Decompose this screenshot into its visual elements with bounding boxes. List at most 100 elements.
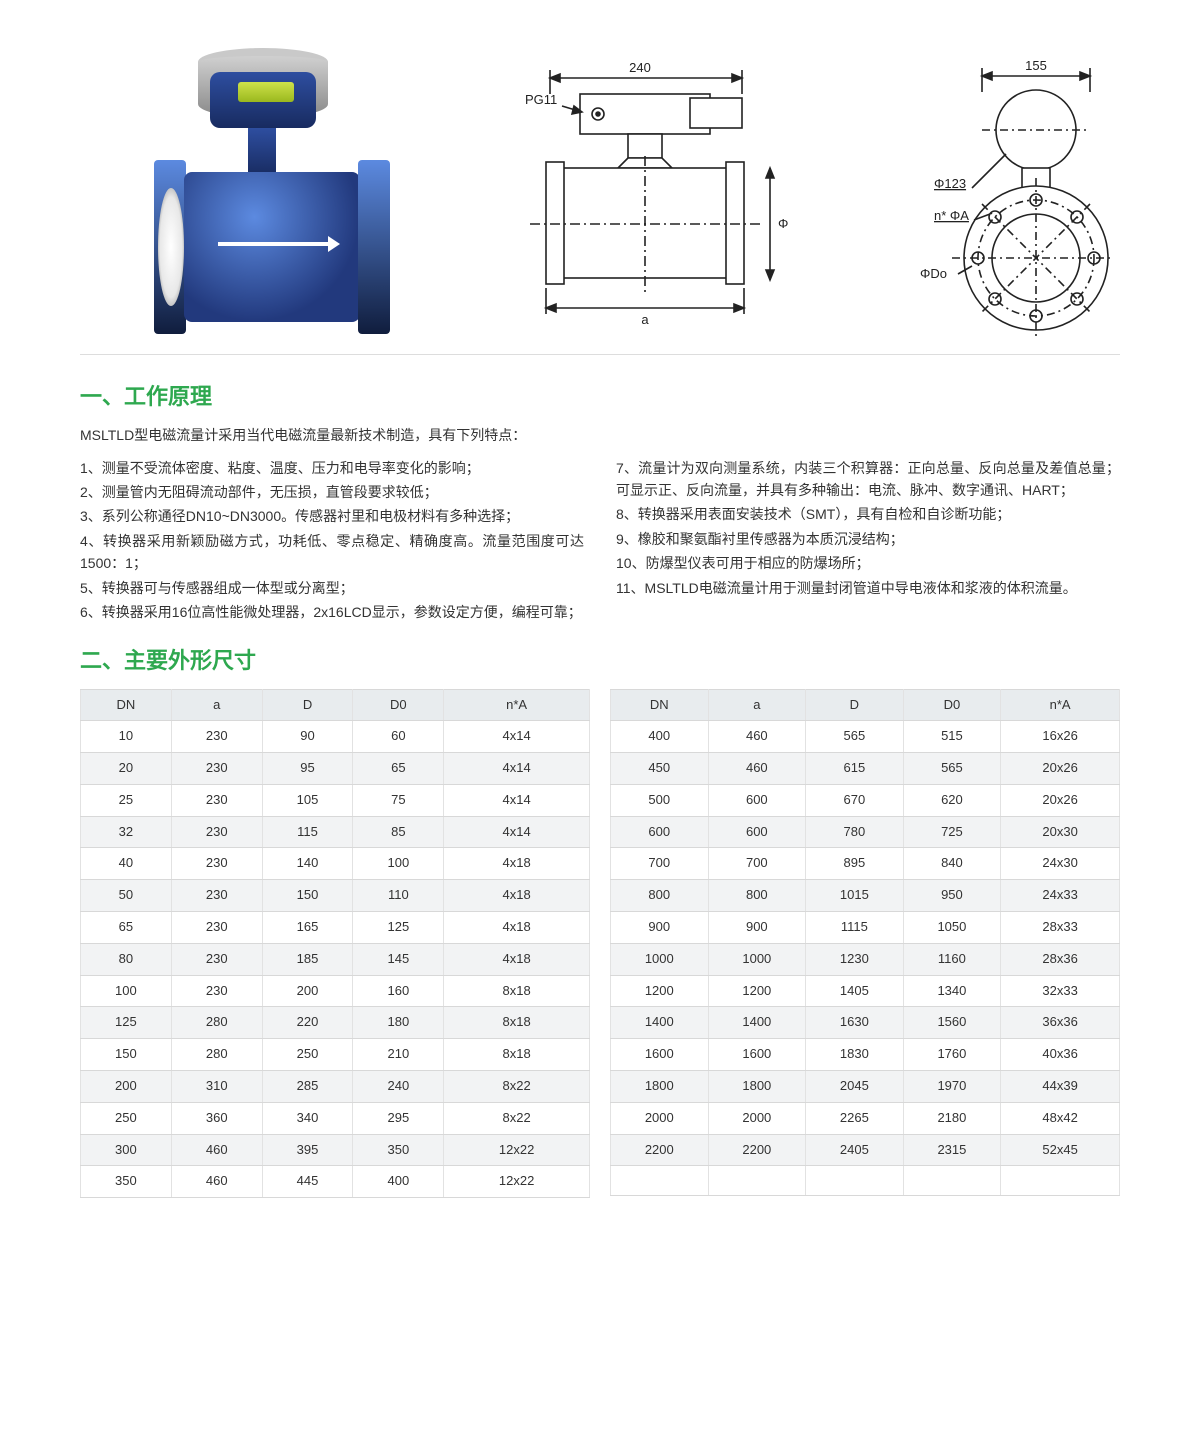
cell: 565	[806, 721, 904, 753]
cell: 240	[353, 1071, 444, 1103]
cell: 65	[81, 912, 172, 944]
cell: 200	[262, 975, 353, 1007]
cell: 2000	[708, 1102, 806, 1134]
feature-line: 11、MSLTLD电磁流量计用于测量封闭管道中导电液体和浆液的体积流量。	[616, 577, 1120, 599]
cell: 4x18	[444, 848, 590, 880]
cell: 230	[171, 880, 262, 912]
cell: 4x14	[444, 816, 590, 848]
feature-line: 2、测量管内无阻碍流动部件，无压损，直管段要求较低；	[80, 481, 584, 503]
feature-line: 5、转换器可与传感器组成一体型或分离型；	[80, 577, 584, 599]
cell: 340	[262, 1102, 353, 1134]
feature-columns: 1、测量不受流体密度、粘度、温度、压力和电导率变化的影响；2、测量管内无阻碍流动…	[80, 455, 1120, 626]
cell: 2045	[806, 1071, 904, 1103]
cell	[903, 1166, 1001, 1196]
col-header: D0	[353, 689, 444, 721]
cell: 80	[81, 943, 172, 975]
cell: 165	[262, 912, 353, 944]
cell: 1800	[708, 1071, 806, 1103]
cell: 230	[171, 721, 262, 753]
cell: 445	[262, 1166, 353, 1198]
cell: 105	[262, 784, 353, 816]
cell: 700	[611, 848, 709, 880]
cell: 110	[353, 880, 444, 912]
table-row: 120012001405134032x33	[611, 975, 1120, 1007]
feature-line: 3、系列公称通径DN10~DN3000。传感器衬里和电极材料有多种选择；	[80, 505, 584, 527]
cell: 250	[262, 1039, 353, 1071]
cell: 1600	[708, 1039, 806, 1071]
feature-line: 4、转换器采用新颖励磁方式，功耗低、零点稳定、精确度高。流量范围度可达1500：…	[80, 530, 584, 575]
cell: 1160	[903, 943, 1001, 975]
cell: 670	[806, 784, 904, 816]
cell	[806, 1166, 904, 1196]
cell: 460	[171, 1166, 262, 1198]
table-row: 800800101595024x33	[611, 880, 1120, 912]
cell: 400	[353, 1166, 444, 1198]
cell: 40x36	[1001, 1039, 1120, 1071]
cell: 90	[262, 721, 353, 753]
diagram-side: 155	[872, 48, 1112, 338]
col-header: D0	[903, 689, 1001, 721]
section2-title: 二、主要外形尺寸	[80, 643, 1120, 678]
cell: 700	[708, 848, 806, 880]
table-row: 32230115854x14	[81, 816, 590, 848]
label-pg11: PG11	[525, 92, 557, 107]
cell: 1115	[806, 912, 904, 944]
label-nphia: n* ΦA	[934, 208, 969, 223]
cell: 8x22	[444, 1102, 590, 1134]
table-row: 1023090604x14	[81, 721, 590, 753]
cell: 4x14	[444, 784, 590, 816]
cell: 1400	[708, 1007, 806, 1039]
cell: 230	[171, 848, 262, 880]
cell: 8x18	[444, 1007, 590, 1039]
cell: 800	[611, 880, 709, 912]
cell: 1400	[611, 1007, 709, 1039]
table-row: 802301851454x18	[81, 943, 590, 975]
cell: 52x45	[1001, 1134, 1120, 1166]
table-row: 35046044540012x22	[81, 1166, 590, 1198]
table-row: 25230105754x14	[81, 784, 590, 816]
cell: 180	[353, 1007, 444, 1039]
table-row: 40046056551516x26	[611, 721, 1120, 753]
cell: 150	[81, 1039, 172, 1071]
cell: 2000	[611, 1102, 709, 1134]
cell	[611, 1166, 709, 1196]
table-left: DNaDD0n*A1023090604x142023095654x1425230…	[80, 689, 590, 1199]
cell: 1830	[806, 1039, 904, 1071]
cell: 20x30	[1001, 816, 1120, 848]
cell	[708, 1166, 806, 1196]
cell: 50	[81, 880, 172, 912]
dimension-tables: DNaDD0n*A1023090604x142023095654x1425230…	[80, 689, 1120, 1199]
cell: 600	[708, 816, 806, 848]
cell: 230	[171, 753, 262, 785]
table-row: 1252802201808x18	[81, 1007, 590, 1039]
cell: 210	[353, 1039, 444, 1071]
cell: 20x26	[1001, 753, 1120, 785]
table-row: 140014001630156036x36	[611, 1007, 1120, 1039]
cell: 515	[903, 721, 1001, 753]
cell: 350	[81, 1166, 172, 1198]
cell: 2200	[611, 1134, 709, 1166]
cell: 24x30	[1001, 848, 1120, 880]
cell: 400	[611, 721, 709, 753]
table-row: 60060078072520x30	[611, 816, 1120, 848]
col-header: a	[171, 689, 262, 721]
table-row	[611, 1166, 1120, 1196]
cell: 16x26	[1001, 721, 1120, 753]
cell: 1630	[806, 1007, 904, 1039]
cell: 160	[353, 975, 444, 1007]
section1-intro: MSLTLD型电磁流量计采用当代电磁流量最新技术制造，具有下列特点：	[80, 424, 1120, 446]
cell: 280	[171, 1007, 262, 1039]
cell: 460	[708, 753, 806, 785]
cell: 1230	[806, 943, 904, 975]
section1-title: 一、工作原理	[80, 379, 1120, 414]
feature-line: 8、转换器采用表面安装技术（SMT），具有自检和自诊断功能；	[616, 503, 1120, 525]
cell: 395	[262, 1134, 353, 1166]
cell: 4x14	[444, 753, 590, 785]
cell: 600	[611, 816, 709, 848]
cell: 65	[353, 753, 444, 785]
cell: 300	[81, 1134, 172, 1166]
cell: 460	[708, 721, 806, 753]
cell: 4x18	[444, 912, 590, 944]
cell: 100	[81, 975, 172, 1007]
cell: 1340	[903, 975, 1001, 1007]
